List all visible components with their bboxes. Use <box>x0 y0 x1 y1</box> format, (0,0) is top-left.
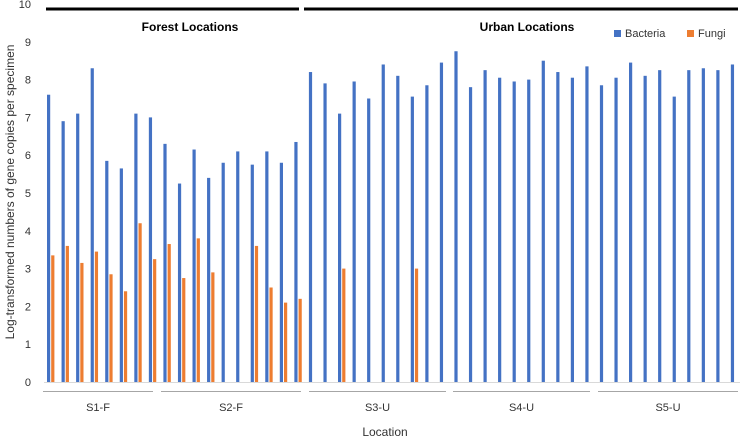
fungi-bar <box>182 278 186 382</box>
bacteria-bar <box>105 160 109 382</box>
fungi-bar <box>196 238 200 382</box>
bacteria-bar <box>61 121 65 383</box>
bacteria-bar <box>672 96 676 383</box>
fungi-bar <box>298 298 302 382</box>
bacteria-bar <box>396 75 400 382</box>
bacteria-bar <box>134 113 138 383</box>
fungi-bar <box>65 245 69 382</box>
bacteria-bar <box>468 87 473 382</box>
site-type-header: Urban Locations <box>480 20 575 34</box>
bacteria-bar <box>294 141 298 382</box>
fungi-bar <box>109 274 113 382</box>
bacteria-bar <box>687 70 691 383</box>
fungi-bar <box>254 245 259 382</box>
y-tick-label: 7 <box>25 112 31 124</box>
location-group-label: S3-U <box>365 402 390 414</box>
bacteria-bar <box>498 77 502 383</box>
site-type-headers: Forest Locations Urban Locations <box>46 7 738 34</box>
bacteria-bar <box>599 85 604 383</box>
site-type-header: Forest Locations <box>142 20 239 34</box>
bacteria-bar <box>730 64 735 382</box>
bacteria-bar <box>716 70 720 383</box>
bacteria-bar <box>570 77 574 383</box>
bacteria-bar <box>279 162 283 382</box>
bacteria-bar <box>338 113 342 383</box>
fungi-bar <box>94 251 99 382</box>
bacteria-bar <box>454 51 458 382</box>
bacteria-bar <box>207 177 211 382</box>
bacteria-bar <box>614 77 618 383</box>
y-axis-title: Log-transformed numbers of gene copies p… <box>3 45 17 340</box>
bacteria-bar <box>381 64 385 382</box>
y-tick-label: 1 <box>25 339 31 351</box>
bacteria-bar <box>76 113 80 383</box>
bacteria-bar <box>90 68 94 382</box>
y-tick-label: 2 <box>25 301 31 313</box>
fungi-bar <box>153 259 157 382</box>
legend-swatch <box>614 30 621 37</box>
fungi-bar <box>414 268 419 382</box>
bacteria-bar <box>148 117 153 383</box>
location-group-label: S2-F <box>219 402 243 414</box>
location-group-label: S4-U <box>509 402 534 414</box>
bacteria-bar <box>177 183 182 382</box>
bacteria-bar <box>643 75 647 382</box>
legend-swatch <box>687 30 694 37</box>
fungi-bar <box>123 291 128 382</box>
fungi-bar <box>138 223 142 382</box>
y-tick-label: 5 <box>25 188 31 200</box>
y-axis: 0 1 2 3 4 5 6 7 8 9 10 <box>19 0 31 389</box>
bacteria-bar <box>192 149 196 382</box>
fungi-bar <box>342 268 346 382</box>
bacteria-bar <box>512 81 516 383</box>
y-tick-label: 8 <box>25 75 31 87</box>
bacteria-bar <box>701 68 705 382</box>
fungi-bar <box>284 302 288 382</box>
y-tick-label: 3 <box>25 264 31 276</box>
bars <box>44 51 740 383</box>
bacteria-bar <box>308 72 313 382</box>
fungi-bar <box>51 255 55 382</box>
group-axis: S1-F S2-F S3-U S4-U S5-U <box>43 391 738 414</box>
bacteria-bar <box>483 70 487 383</box>
y-tick-label: 10 <box>19 0 31 11</box>
bacteria-bar <box>527 79 531 382</box>
bacteria-bar <box>425 85 429 383</box>
bacteria-bar <box>221 162 225 382</box>
bacteria-bar <box>119 168 123 382</box>
bacteria-bar <box>585 66 589 383</box>
location-group-label: S5-U <box>655 402 680 414</box>
bacteria-bar <box>323 83 327 382</box>
legend-label: Fungi <box>698 28 726 40</box>
bacteria-bar <box>410 96 414 383</box>
bacteria-bar <box>352 81 356 383</box>
fungi-bar <box>167 244 171 382</box>
bacteria-bar <box>367 98 371 382</box>
bacteria-bar <box>163 143 167 382</box>
bacteria-bar <box>556 72 560 382</box>
bacteria-bar <box>47 94 51 382</box>
y-tick-label: 0 <box>25 377 31 389</box>
bacteria-bar <box>439 62 444 383</box>
legend: Bacteria Fungi <box>614 28 726 40</box>
y-tick-label: 4 <box>25 226 31 238</box>
legend-label: Bacteria <box>625 28 666 40</box>
y-tick-label: 9 <box>25 37 31 49</box>
bacteria-bar <box>658 70 662 383</box>
y-tick-label: 6 <box>25 150 31 162</box>
bacteria-bar <box>265 151 269 382</box>
bacteria-bar <box>236 151 240 382</box>
bacteria-bar <box>541 60 545 382</box>
bacteria-bar <box>250 164 254 382</box>
fungi-bar <box>269 287 273 382</box>
fungi-bar <box>80 262 84 382</box>
fungi-bar <box>211 272 215 382</box>
location-group-label: S1-F <box>86 402 110 414</box>
bacteria-bar <box>629 62 633 383</box>
x-axis-title: Location <box>362 425 407 438</box>
